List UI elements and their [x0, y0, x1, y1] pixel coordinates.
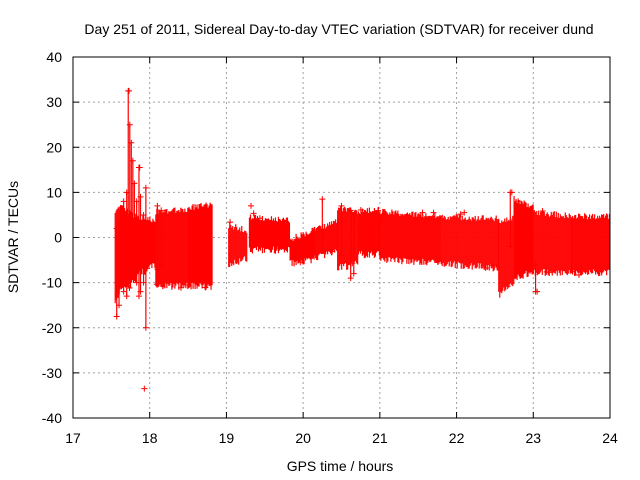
data-point	[489, 262, 496, 269]
data-point	[539, 207, 546, 214]
data-point	[338, 202, 345, 209]
data-point	[404, 212, 411, 219]
x-axis-label: GPS time / hours	[287, 458, 394, 474]
data-point	[319, 196, 326, 203]
data-point	[347, 207, 354, 214]
data-point	[158, 261, 165, 268]
data-point	[504, 283, 511, 290]
x-tick-label: 21	[372, 430, 388, 446]
data-point	[357, 207, 364, 214]
data-point	[142, 184, 149, 191]
plot-frame	[72, 56, 611, 419]
data-point	[515, 198, 522, 205]
data-point	[177, 284, 184, 291]
data-point	[347, 275, 354, 282]
y-tick-label: 20	[46, 139, 62, 155]
y-axis-label: SDTVAR / TECUs	[5, 181, 21, 293]
data-point	[575, 272, 582, 279]
data-point	[424, 256, 431, 263]
data-point	[350, 270, 357, 277]
data-point	[142, 324, 149, 331]
data-point	[136, 164, 143, 171]
data-point	[185, 282, 192, 289]
y-tick-label: 10	[46, 184, 62, 200]
data-point	[144, 265, 150, 272]
data-point	[113, 313, 120, 320]
data-point	[329, 248, 336, 255]
data-point	[131, 180, 138, 187]
x-tick-label: 20	[295, 430, 311, 446]
data-point	[123, 293, 130, 300]
x-tick-label: 18	[142, 430, 158, 446]
data-point	[312, 229, 319, 236]
tick-labels: 17 18 19 20 21 22 23 24 -40 -30 -20 -10 0 10 20 30 40	[42, 49, 618, 446]
data-point	[374, 207, 381, 214]
data-point	[457, 211, 464, 218]
data-point	[532, 261, 539, 268]
data-point	[120, 288, 127, 295]
x-tick-label: 17	[65, 430, 81, 446]
data-point	[297, 259, 304, 266]
data-point	[158, 207, 165, 214]
data-point	[153, 281, 160, 288]
y-tick-label: -10	[42, 275, 62, 291]
x-tick-label: 19	[219, 430, 235, 446]
data-point	[135, 293, 142, 300]
data-point	[120, 198, 127, 205]
data-point	[126, 121, 133, 128]
data-point	[508, 189, 515, 196]
data-point	[419, 209, 426, 216]
x-tick-label: 23	[525, 430, 541, 446]
data-point	[569, 268, 576, 275]
data-point	[338, 252, 345, 259]
data-point	[482, 265, 489, 272]
data-point	[273, 245, 280, 252]
y-tick-label: 40	[46, 49, 62, 65]
y-tick-label: 0	[54, 230, 62, 246]
data-point	[141, 385, 148, 392]
data-point	[126, 87, 133, 94]
data-point	[534, 288, 541, 295]
y-tick-label: -40	[42, 410, 62, 426]
data-point	[430, 209, 437, 216]
data-point	[137, 193, 144, 200]
data-point	[202, 284, 209, 291]
data-point	[128, 270, 135, 277]
data-point	[256, 215, 263, 222]
data-point	[154, 202, 161, 209]
data-point	[250, 210, 257, 217]
data-point	[128, 139, 135, 146]
data-point	[543, 268, 550, 275]
x-tick-label: 22	[449, 430, 465, 446]
data-point	[126, 285, 133, 292]
data-point	[379, 211, 386, 218]
x-tick-label: 24	[602, 430, 618, 446]
chart-title: Day 251 of 2011, Sidereal Day-to-day VTE…	[84, 21, 593, 37]
data-points	[113, 87, 611, 392]
data-point	[116, 220, 123, 227]
y-tick-label: -30	[42, 365, 62, 381]
data-point	[227, 219, 234, 226]
data-point	[116, 302, 123, 309]
data-point	[350, 211, 357, 218]
data-point	[154, 266, 161, 273]
data-point	[137, 288, 144, 295]
data-point	[507, 243, 514, 250]
data-point	[319, 248, 326, 255]
data-point	[461, 209, 468, 216]
y-tick-label: 30	[46, 94, 62, 110]
data-point	[247, 202, 254, 209]
data-point	[129, 157, 136, 164]
y-tick-label: -20	[42, 320, 62, 336]
data-point	[302, 254, 309, 261]
